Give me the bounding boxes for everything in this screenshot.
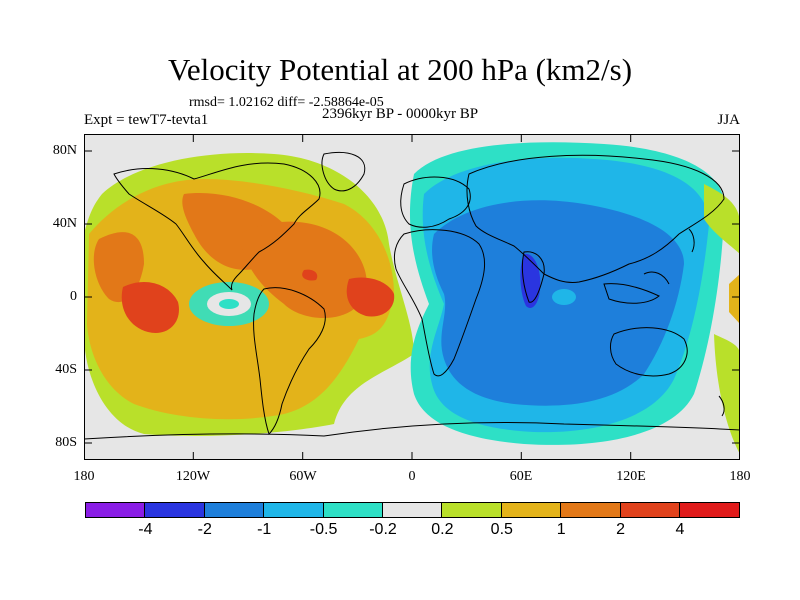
lat-tick-label: 0 <box>70 289 77 304</box>
colorbar-label: 0.2 <box>431 521 454 538</box>
tick-marks <box>84 134 740 460</box>
colorbar-label: 1 <box>556 521 566 538</box>
map-panel <box>84 134 740 460</box>
colorbar-box <box>442 503 502 517</box>
colorbar-label: -2 <box>197 521 212 538</box>
period-label: 2396kyr BP - 0000kyr BP <box>322 106 479 122</box>
contour-map <box>84 134 740 460</box>
negative-anomaly-region <box>409 142 740 454</box>
colorbar-box <box>620 503 680 517</box>
lon-tick-label: 180 <box>729 469 751 484</box>
colorbar-label: -4 <box>138 521 153 538</box>
colorbar-box <box>86 503 146 517</box>
coastlines <box>84 151 740 440</box>
colorbar <box>85 502 741 518</box>
lon-tick-label: 60W <box>289 469 317 484</box>
lon-tick-label: 0 <box>408 469 416 484</box>
colorbar-label: 2 <box>616 521 626 538</box>
colorbar-box <box>679 503 740 517</box>
colorbar-label: 4 <box>675 521 685 538</box>
lon-tick-label: 60E <box>509 469 533 484</box>
colorbar-label: -1 <box>257 521 272 538</box>
stats-line: rmsd= 1.02162 diff= -2.58864e-05 <box>189 95 384 110</box>
colorbar-box <box>323 503 383 517</box>
colorbar-box <box>382 503 443 517</box>
lat-tick-label: 80S <box>55 435 77 450</box>
lat-tick-label: 80N <box>52 143 77 158</box>
colorbar-label: -0.2 <box>369 521 397 538</box>
lon-tick-label: 120W <box>175 469 211 484</box>
lon-tick-label: 120E <box>616 469 646 484</box>
colorbar-box <box>501 503 562 517</box>
colorbar-box <box>561 503 621 517</box>
colorbar-box <box>204 503 265 517</box>
colorbar-box <box>145 503 205 517</box>
lat-tick-label: 40N <box>52 216 77 231</box>
colorbar-label: 0.5 <box>490 521 513 538</box>
colorbar-label: -0.5 <box>309 521 338 538</box>
experiment-label: Expt = tewT7-tevta1 <box>84 112 209 128</box>
season-label: JJA <box>717 112 740 128</box>
lon-tick-label: 180 <box>73 469 95 484</box>
positive-anomaly-region <box>84 153 414 436</box>
chart-title: Velocity Potential at 200 hPa (km2/s) <box>167 52 633 87</box>
colorbar-box <box>264 503 324 517</box>
lat-tick-label: 40S <box>55 362 77 377</box>
